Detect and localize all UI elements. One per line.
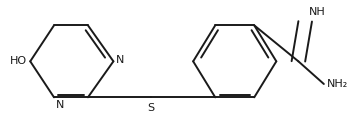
- Text: N: N: [116, 55, 124, 65]
- Text: NH₂: NH₂: [327, 79, 348, 89]
- Text: N: N: [56, 100, 64, 110]
- Text: NH: NH: [309, 7, 325, 17]
- Text: S: S: [147, 103, 154, 113]
- Text: HO: HO: [10, 56, 27, 66]
